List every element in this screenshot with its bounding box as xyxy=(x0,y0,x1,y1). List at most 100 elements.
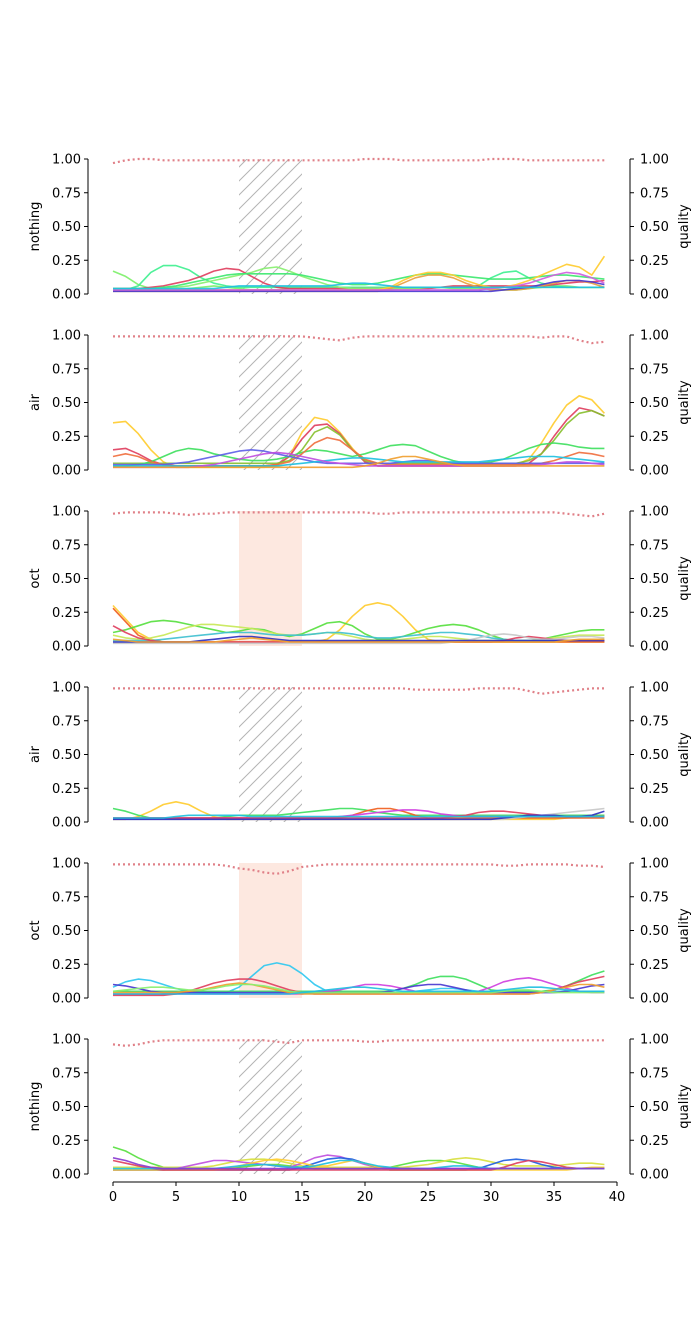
left-tick-label: 0.00 xyxy=(52,640,81,655)
highlight-window xyxy=(239,335,302,470)
series-line-6 xyxy=(112,1159,605,1171)
left-tick-label: 0.75 xyxy=(52,538,81,553)
left-tick-label: 0.50 xyxy=(52,748,81,763)
right-tick-label: 0.00 xyxy=(640,464,669,479)
panel-4: 0.00 0.00 0.25 0.25 0.50 0.50 0.75 0.75 1.00 1.00… xyxy=(28,681,692,831)
right-tick-label: 0.25 xyxy=(640,782,669,797)
series-line-7 xyxy=(113,633,605,645)
left-tick-label: 0.75 xyxy=(52,890,81,905)
right-tick-label: 0.00 xyxy=(640,640,669,655)
quality-line xyxy=(113,335,605,345)
left-tick-label: 0.00 xyxy=(52,992,81,1007)
left-tick-label: 0.25 xyxy=(52,958,81,973)
right-tick-label: 0.50 xyxy=(640,396,669,411)
highlight-window xyxy=(239,863,302,998)
series-line-2 xyxy=(113,970,605,993)
x-tick-label: 40 xyxy=(609,1190,626,1205)
left-tick-label: 0.25 xyxy=(52,782,81,797)
quality-line xyxy=(112,1039,605,1047)
series-line-9 xyxy=(113,271,605,291)
left-axis-label: nothing xyxy=(28,1082,43,1132)
left-tick-label: 0.50 xyxy=(52,220,81,235)
highlight-window xyxy=(239,687,302,822)
right-tick-label: 0.50 xyxy=(640,220,669,235)
right-axis-label: quality xyxy=(677,908,692,953)
right-tick-label: 0.25 xyxy=(640,606,669,621)
right-tick-label: 1.00 xyxy=(640,857,669,872)
right-tick-label: 1.00 xyxy=(640,153,669,168)
right-tick-label: 0.00 xyxy=(640,1168,669,1183)
left-axis-label: air xyxy=(28,745,43,763)
right-axis-label: quality xyxy=(677,556,692,601)
right-tick-label: 0.25 xyxy=(640,430,669,445)
left-tick-label: 0.00 xyxy=(52,464,81,479)
quality-line xyxy=(112,157,605,165)
x-tick-label: 20 xyxy=(357,1190,374,1205)
left-axis-label: nothing xyxy=(28,202,43,252)
panel-5: 0.00 0.00 0.25 0.25 0.50 0.50 0.75 0.75 1.00 1.00… xyxy=(28,857,692,1007)
series-line-10 xyxy=(113,282,605,290)
highlight-window xyxy=(239,511,302,646)
left-tick-label: 1.00 xyxy=(52,857,81,872)
left-tick-label: 0.50 xyxy=(52,924,81,939)
right-tick-label: 0.50 xyxy=(640,572,669,587)
right-tick-label: 1.00 xyxy=(640,681,669,696)
right-tick-label: 0.75 xyxy=(640,186,669,201)
right-tick-label: 0.75 xyxy=(640,890,669,905)
left-tick-label: 0.50 xyxy=(52,1100,81,1115)
left-tick-label: 0.75 xyxy=(52,1066,81,1081)
left-tick-label: 0.25 xyxy=(52,254,81,269)
series-line-2 xyxy=(113,264,605,291)
right-tick-label: 0.75 xyxy=(640,1066,669,1081)
left-axis-label: oct xyxy=(28,920,43,940)
left-tick-label: 0.00 xyxy=(52,816,81,831)
left-tick-label: 0.25 xyxy=(52,430,81,445)
quality-line xyxy=(113,863,605,875)
series-line-2 xyxy=(113,1157,605,1169)
left-tick-label: 1.00 xyxy=(52,505,81,520)
x-tick-label: 35 xyxy=(546,1190,563,1205)
right-axis-label: quality xyxy=(677,204,692,249)
quality-line xyxy=(113,687,605,695)
right-tick-label: 0.25 xyxy=(640,254,669,269)
left-tick-label: 0.50 xyxy=(52,572,81,587)
left-tick-label: 0.75 xyxy=(52,714,81,729)
right-tick-label: 1.00 xyxy=(640,329,669,344)
series-line-8 xyxy=(113,986,605,995)
right-tick-label: 0.00 xyxy=(640,816,669,831)
panel-1: 0.00 0.00 0.25 0.25 0.50 0.50 0.75 0.75 1.00 1.00… xyxy=(28,153,692,303)
x-tick-label: 30 xyxy=(483,1190,500,1205)
left-tick-label: 0.75 xyxy=(52,362,81,377)
series-line-7 xyxy=(112,983,605,994)
left-tick-label: 0.25 xyxy=(52,1134,81,1149)
right-tick-label: 1.00 xyxy=(640,505,669,520)
x-tick-label: 0 xyxy=(109,1190,117,1205)
panel-3: 0.00 0.00 0.25 0.25 0.50 0.50 0.75 0.75 1.00 1.00… xyxy=(28,505,692,655)
left-axis-label: oct xyxy=(28,568,43,588)
series-line-5 xyxy=(113,272,605,290)
right-tick-label: 1.00 xyxy=(640,1033,669,1048)
right-axis-label: quality xyxy=(677,732,692,777)
series-line-8 xyxy=(112,1157,605,1170)
series-line-5 xyxy=(113,810,605,819)
left-tick-label: 0.50 xyxy=(52,396,81,411)
series-line-8 xyxy=(113,814,605,819)
panel-2: 0.00 0.00 0.25 0.25 0.50 0.50 0.75 0.75 1.00 1.00… xyxy=(28,329,692,479)
right-tick-label: 0.75 xyxy=(640,362,669,377)
left-tick-label: 0.75 xyxy=(52,186,81,201)
quality-line xyxy=(112,511,605,518)
highlight-window xyxy=(239,1039,302,1174)
left-tick-label: 0.00 xyxy=(52,1168,81,1183)
series-line-6 xyxy=(113,448,605,466)
left-tick-label: 1.00 xyxy=(52,681,81,696)
right-tick-label: 0.25 xyxy=(640,958,669,973)
right-tick-label: 0.75 xyxy=(640,538,669,553)
x-tick-label: 15 xyxy=(294,1190,311,1205)
right-axis-label: quality xyxy=(677,1084,692,1129)
panel-6: 0.00 0.00 0.25 0.25 0.50 0.50 0.75 0.75 1.00 1.00… xyxy=(28,1033,692,1183)
x-tick-label: 25 xyxy=(420,1190,437,1205)
left-tick-label: 1.00 xyxy=(52,329,81,344)
right-tick-label: 0.50 xyxy=(640,748,669,763)
left-tick-label: 1.00 xyxy=(52,1033,81,1048)
